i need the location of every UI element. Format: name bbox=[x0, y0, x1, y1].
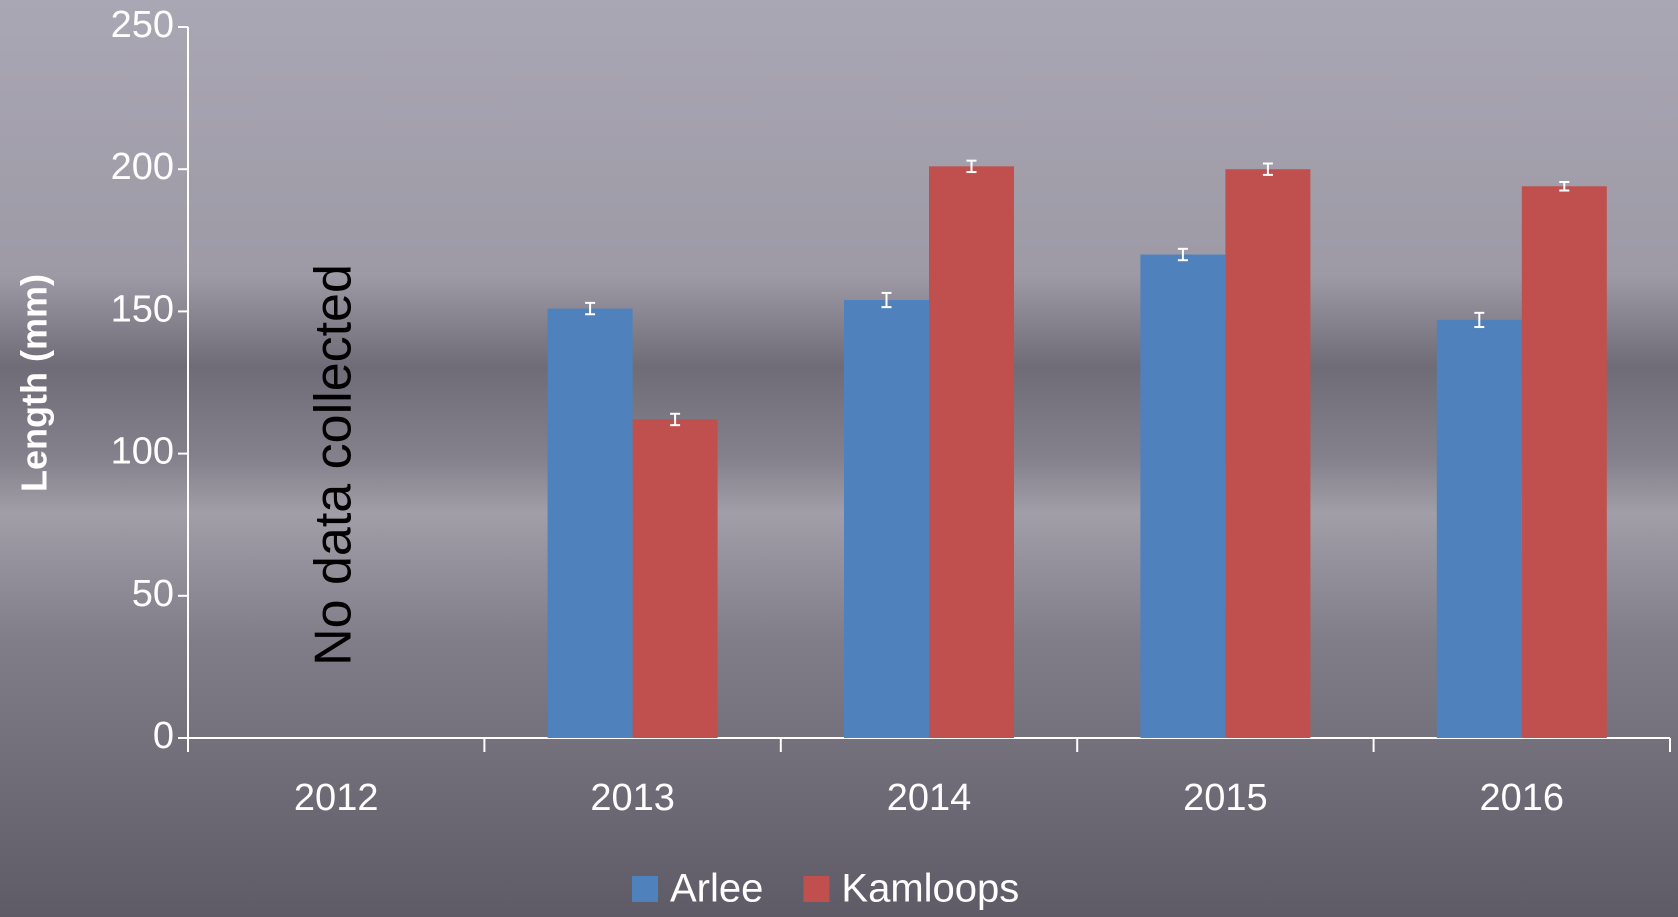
error-bar bbox=[966, 159, 977, 174]
y-axis-label: Length (mm) bbox=[14, 274, 55, 492]
error-bar bbox=[1559, 180, 1570, 192]
legend-label: Arlee bbox=[670, 867, 763, 911]
bar bbox=[632, 419, 718, 738]
y-tick-label: 250 bbox=[111, 4, 174, 46]
y-tick-label: 50 bbox=[132, 573, 174, 615]
x-tick-label: 2016 bbox=[1480, 777, 1565, 819]
error-bar bbox=[1474, 311, 1485, 329]
legend-swatch bbox=[632, 876, 658, 902]
error-bar bbox=[670, 412, 681, 427]
bar bbox=[1140, 254, 1226, 738]
bar bbox=[929, 166, 1014, 738]
bar bbox=[547, 308, 633, 738]
annotation: No data collected bbox=[305, 264, 363, 666]
error-bar bbox=[585, 301, 596, 316]
x-tick-label: 2015 bbox=[1183, 777, 1268, 819]
bar bbox=[1521, 186, 1607, 738]
bar bbox=[1225, 169, 1311, 738]
y-tick-label: 150 bbox=[111, 288, 174, 330]
y-tick-label: 0 bbox=[153, 715, 174, 757]
error-bar bbox=[881, 291, 892, 309]
y-tick-label: 100 bbox=[111, 431, 174, 473]
x-tick-label: 2013 bbox=[590, 777, 675, 819]
bar bbox=[844, 300, 929, 738]
x-tick-label: 2012 bbox=[294, 777, 379, 819]
y-tick-label: 200 bbox=[111, 146, 174, 188]
bar bbox=[1436, 319, 1522, 738]
error-bar bbox=[1262, 162, 1273, 176]
legend-label: Kamloops bbox=[841, 867, 1019, 911]
legend-swatch bbox=[803, 876, 830, 902]
x-tick-label: 2014 bbox=[887, 777, 972, 819]
error-bar bbox=[1177, 247, 1188, 262]
